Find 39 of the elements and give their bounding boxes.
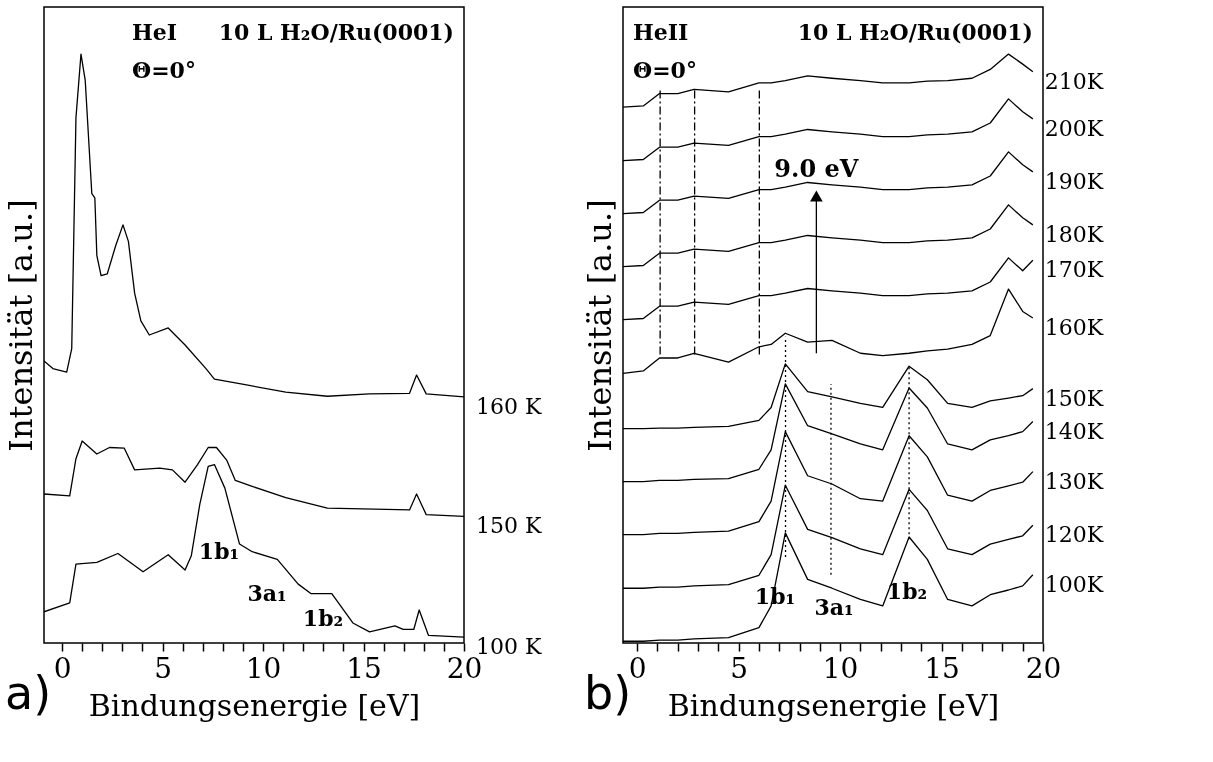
annotation: 1b₁ <box>198 538 240 564</box>
series-label: 190K <box>1044 168 1104 194</box>
x-tick-label: 5 <box>154 651 172 685</box>
series-label: 180K <box>1044 221 1104 247</box>
series-label: 170K <box>1044 257 1104 283</box>
annotation: 1b₂ <box>302 605 344 631</box>
x-tick-label: 15 <box>924 651 960 685</box>
series-label: 200K <box>1044 115 1104 141</box>
y-axis-title: Intensität [a.u.] <box>1 199 40 452</box>
annotation: 3a₁ <box>247 580 287 606</box>
text: 10 L H₂O/Ru(0001) <box>797 19 1033 45</box>
x-axis-title: Bindungsenergie [eV] <box>667 687 1000 723</box>
series-label: 130K <box>1044 468 1104 494</box>
series-label: 160K <box>1044 314 1104 340</box>
series-label: 140K <box>1044 418 1104 444</box>
annotation: Θ=0° <box>132 57 196 83</box>
text: HeI <box>132 19 178 45</box>
x-axis-title: Bindungsenergie [eV] <box>88 687 421 723</box>
series-label: 100K <box>1044 571 1104 597</box>
series-label: 120K <box>1044 522 1104 548</box>
x-tick-label: 5 <box>730 651 749 685</box>
series-label: 150 K <box>476 513 542 539</box>
x-tick-label: 0 <box>628 651 647 685</box>
x-tick-label: 10 <box>245 651 282 685</box>
annotation: 3a₁ <box>814 594 854 620</box>
x-tick-label: 10 <box>822 651 859 685</box>
y-axis-title: Intensität [a.u.] <box>580 199 619 452</box>
text: 10 L H₂O/Ru(0001) <box>218 19 454 45</box>
x-tick-label: 20 <box>1025 651 1062 685</box>
text: a) <box>5 666 52 720</box>
series-label: 160 K <box>476 393 542 419</box>
x-tick-label: 15 <box>346 651 382 685</box>
text: HeII <box>633 19 689 45</box>
annotation: 1b₂ <box>886 578 928 604</box>
annotation: 9.0 eV <box>774 154 859 184</box>
series-label: 150K <box>1044 385 1104 411</box>
annotation: Θ=0° <box>633 57 697 83</box>
series-label: 210K <box>1044 68 1104 94</box>
x-tick-label: 0 <box>53 651 72 685</box>
